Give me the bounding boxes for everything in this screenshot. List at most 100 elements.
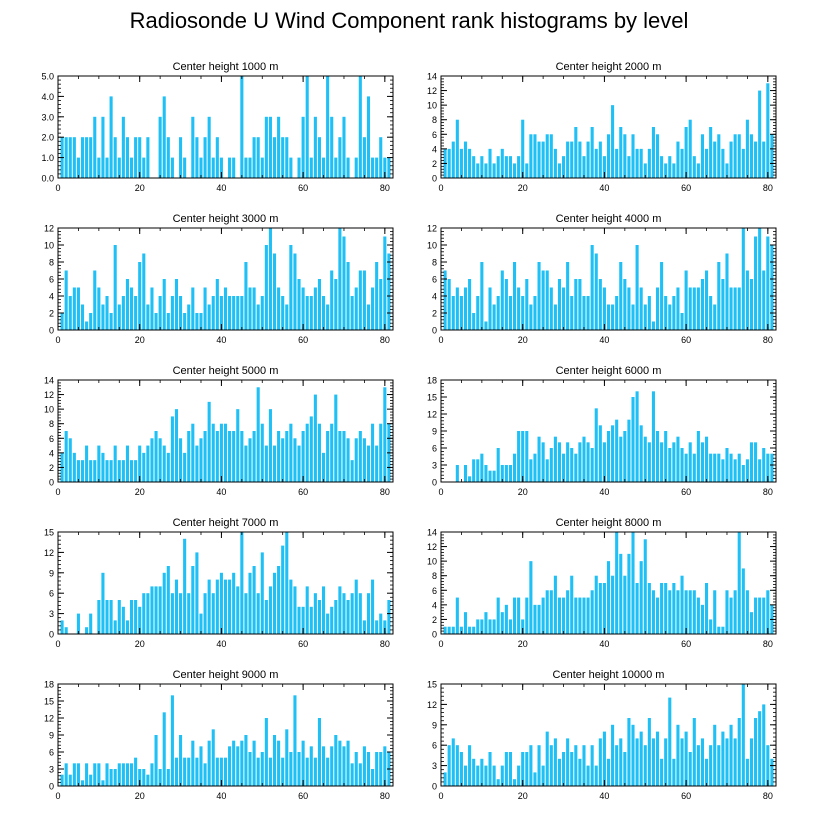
histogram-bar (93, 763, 97, 786)
histogram-bar (517, 765, 521, 786)
histogram-bar (700, 134, 705, 178)
histogram-bar (80, 460, 85, 482)
histogram-bar (574, 127, 578, 178)
histogram-bar (758, 459, 762, 482)
histogram-bar (598, 279, 602, 330)
y-tick-label: 14 (427, 72, 437, 82)
histogram-bar (749, 738, 754, 786)
histogram-bar (211, 423, 215, 482)
histogram-bar (289, 423, 293, 482)
histogram-bar (529, 561, 533, 634)
histogram-bar (745, 590, 749, 634)
y-tick-label: 15 (427, 680, 437, 690)
histogram-bar (146, 774, 150, 786)
histogram-bar (639, 731, 643, 786)
y-tick-label: 0 (432, 782, 437, 792)
y-tick-label: 3 (432, 761, 437, 771)
histogram-bar (121, 296, 125, 330)
histogram-bar (606, 304, 611, 330)
histogram-bar (170, 416, 174, 482)
histogram-bar (97, 600, 101, 634)
histogram-bar (166, 566, 170, 634)
histogram-bar (463, 612, 468, 634)
histogram-bar (313, 116, 317, 178)
histogram-bar (602, 731, 606, 786)
histogram-bar (688, 119, 692, 178)
histogram-bar (647, 583, 651, 634)
y-tick-label: 4.0 (41, 92, 54, 102)
x-tick-label: 20 (518, 639, 528, 649)
histogram-bar (342, 116, 346, 178)
histogram-bar (174, 279, 179, 330)
histogram-bar (611, 304, 615, 330)
histogram-bar (541, 141, 545, 178)
histogram-bar (562, 597, 566, 634)
histogram-bar (183, 757, 187, 786)
histogram-bar (322, 296, 326, 330)
histogram-bar (199, 438, 203, 482)
histogram-bar (68, 137, 72, 178)
histogram-bar (387, 600, 391, 634)
panel-title: Center height 9000 m (173, 669, 279, 681)
histogram-bar (729, 597, 733, 634)
histogram-bar (463, 141, 468, 178)
histogram-bar (647, 148, 651, 178)
histogram-bar (725, 253, 729, 330)
histogram-bar (447, 745, 451, 786)
histogram-bar (480, 619, 484, 634)
histogram-bar (142, 593, 146, 634)
histogram-bar (639, 148, 643, 178)
histogram-bar (766, 453, 770, 482)
histogram-bar (562, 453, 566, 482)
histogram-bar (223, 423, 228, 482)
histogram-bar (277, 431, 281, 482)
histogram-bar (125, 763, 129, 786)
histogram-bar (297, 157, 301, 178)
histogram-bar (754, 718, 758, 786)
histogram-bar (476, 619, 480, 634)
histogram-bar (741, 465, 745, 482)
y-tick-label: 18 (44, 680, 54, 690)
y-tick-label: 4 (49, 292, 54, 302)
histogram-bar (223, 287, 228, 330)
histogram-panel-10: Center height 10000 m 0 3 6 9 12 15 0 20 40 60 80 (427, 669, 777, 801)
histogram-bar (187, 757, 191, 786)
histogram-bar (129, 157, 134, 178)
histogram-bar (696, 745, 700, 786)
histogram-bar (170, 593, 174, 634)
histogram-bar (109, 600, 113, 634)
histogram-bar (277, 740, 281, 786)
panel-title: Center height 8000 m (556, 517, 662, 529)
histogram-bar (97, 287, 101, 330)
histogram-bar (268, 116, 272, 178)
histogram-bar (468, 476, 472, 482)
x-tick-label: 40 (216, 487, 226, 497)
histogram-bar (362, 438, 366, 482)
histogram-bar (557, 442, 562, 482)
histogram-bar (749, 279, 754, 330)
histogram-bar (504, 279, 508, 330)
histogram-bar (725, 738, 729, 786)
histogram-bar (134, 757, 138, 786)
histogram-bar (733, 287, 737, 330)
histogram-bar (334, 157, 338, 178)
histogram-bar (358, 593, 362, 634)
histogram-bar (582, 156, 586, 178)
histogram-bar (60, 313, 64, 330)
x-tick-label: 60 (681, 183, 691, 193)
histogram-bar (252, 740, 256, 786)
histogram-bar (260, 552, 264, 634)
histogram-bar (721, 626, 725, 634)
histogram-bar (228, 431, 232, 482)
histogram-bar (586, 765, 590, 786)
y-tick-label: 12 (427, 410, 437, 420)
histogram-bar (330, 606, 334, 634)
histogram-bar (754, 141, 758, 178)
histogram-bar (745, 758, 749, 786)
histogram-bar (713, 453, 717, 482)
histogram-bar (117, 157, 121, 178)
histogram-bar (611, 105, 615, 178)
histogram-bar (240, 431, 244, 482)
histogram-bar (517, 156, 521, 178)
histogram-bar (354, 752, 358, 786)
